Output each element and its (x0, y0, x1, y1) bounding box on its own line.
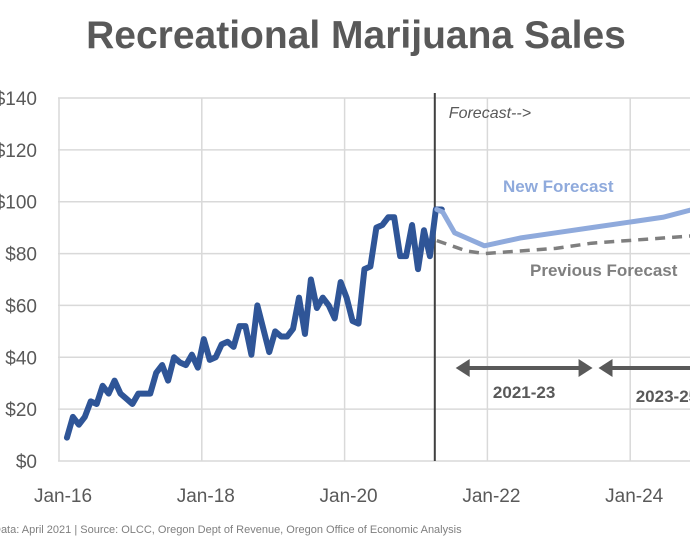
period-label: 2023-25 (636, 387, 690, 406)
new-forecast-label: New Forecast (503, 177, 614, 196)
previous-forecast-label: Previous Forecast (530, 261, 678, 280)
y-tick-label: $20 (5, 400, 37, 421)
source-note: Data: April 2021 | Source: OLCC, Oregon … (0, 524, 462, 536)
period-label: 2021-23 (493, 383, 555, 402)
x-tick-label: Jan-20 (320, 486, 378, 507)
actual-sales-line (63, 206, 445, 441)
y-tick-label: $100 (0, 193, 37, 214)
arrow-head-left (455, 359, 470, 377)
y-tick-label: $60 (5, 296, 37, 317)
x-tick-label: Jan-22 (462, 486, 520, 507)
new-forecast-line (434, 206, 690, 249)
x-tick-label: Jan-24 (605, 486, 664, 507)
y-tick-label: $120 (0, 141, 37, 162)
arrow-head-right (578, 359, 593, 377)
chart-title: Recreational Marijuana Sales (86, 14, 626, 57)
y-tick-label: $0 (16, 452, 37, 473)
x-tick-label: Jan-18 (177, 486, 235, 507)
y-tick-label: $80 (5, 245, 37, 266)
y-tick-label: $40 (5, 348, 37, 369)
forecast-label: Forecast--> (449, 105, 531, 122)
y-tick-label: $140 (0, 89, 37, 110)
x-tick-label: Jan-16 (34, 486, 92, 507)
arrow-head-left (598, 359, 613, 377)
previous-forecast-line (436, 234, 690, 256)
